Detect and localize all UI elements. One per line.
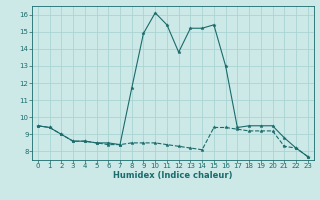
X-axis label: Humidex (Indice chaleur): Humidex (Indice chaleur) <box>113 171 233 180</box>
